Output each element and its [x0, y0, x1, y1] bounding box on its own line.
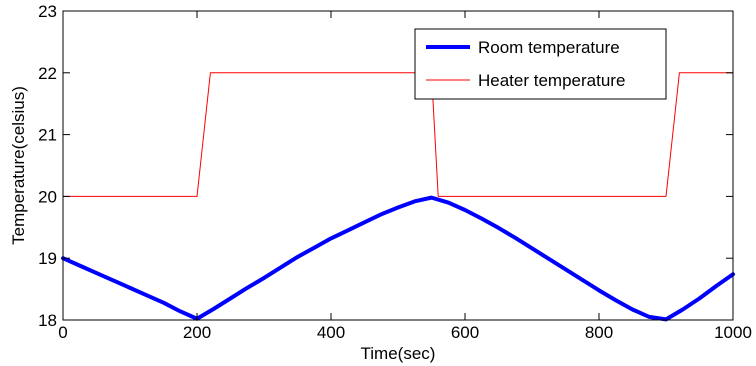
legend-label-heater: Heater temperature — [478, 71, 625, 90]
x-tick-label: 1000 — [714, 323, 752, 342]
y-tick-label: 22 — [38, 64, 57, 83]
legend: Room temperature Heater temperature — [414, 28, 667, 100]
x-axis-label: Time(sec) — [361, 344, 436, 363]
ticks-layer: 0 200 400 600 800 1000 18 19 20 21 22 23 — [38, 2, 752, 342]
series-line-room-temperature — [61, 195, 735, 322]
y-tick-label: 18 — [38, 311, 57, 330]
y-tick-label: 23 — [38, 2, 57, 21]
y-tick-label: 19 — [38, 249, 57, 268]
series-line-heater-temperature — [62, 72, 734, 197]
legend-label-room: Room temperature — [478, 38, 620, 57]
x-tick-label: 0 — [58, 323, 67, 342]
legend-box — [414, 28, 667, 100]
y-tick-label: 21 — [38, 126, 57, 145]
x-tick-label: 200 — [183, 323, 211, 342]
x-tick-label: 800 — [585, 323, 613, 342]
x-tick-label: 600 — [451, 323, 479, 342]
series-layer — [61, 72, 735, 322]
x-tick-label: 400 — [317, 323, 345, 342]
y-axis-label: Temperature(celsius) — [9, 86, 28, 245]
axes-frame — [62, 10, 734, 321]
y-tick-label: 20 — [38, 187, 57, 206]
axes-layer — [62, 10, 734, 321]
